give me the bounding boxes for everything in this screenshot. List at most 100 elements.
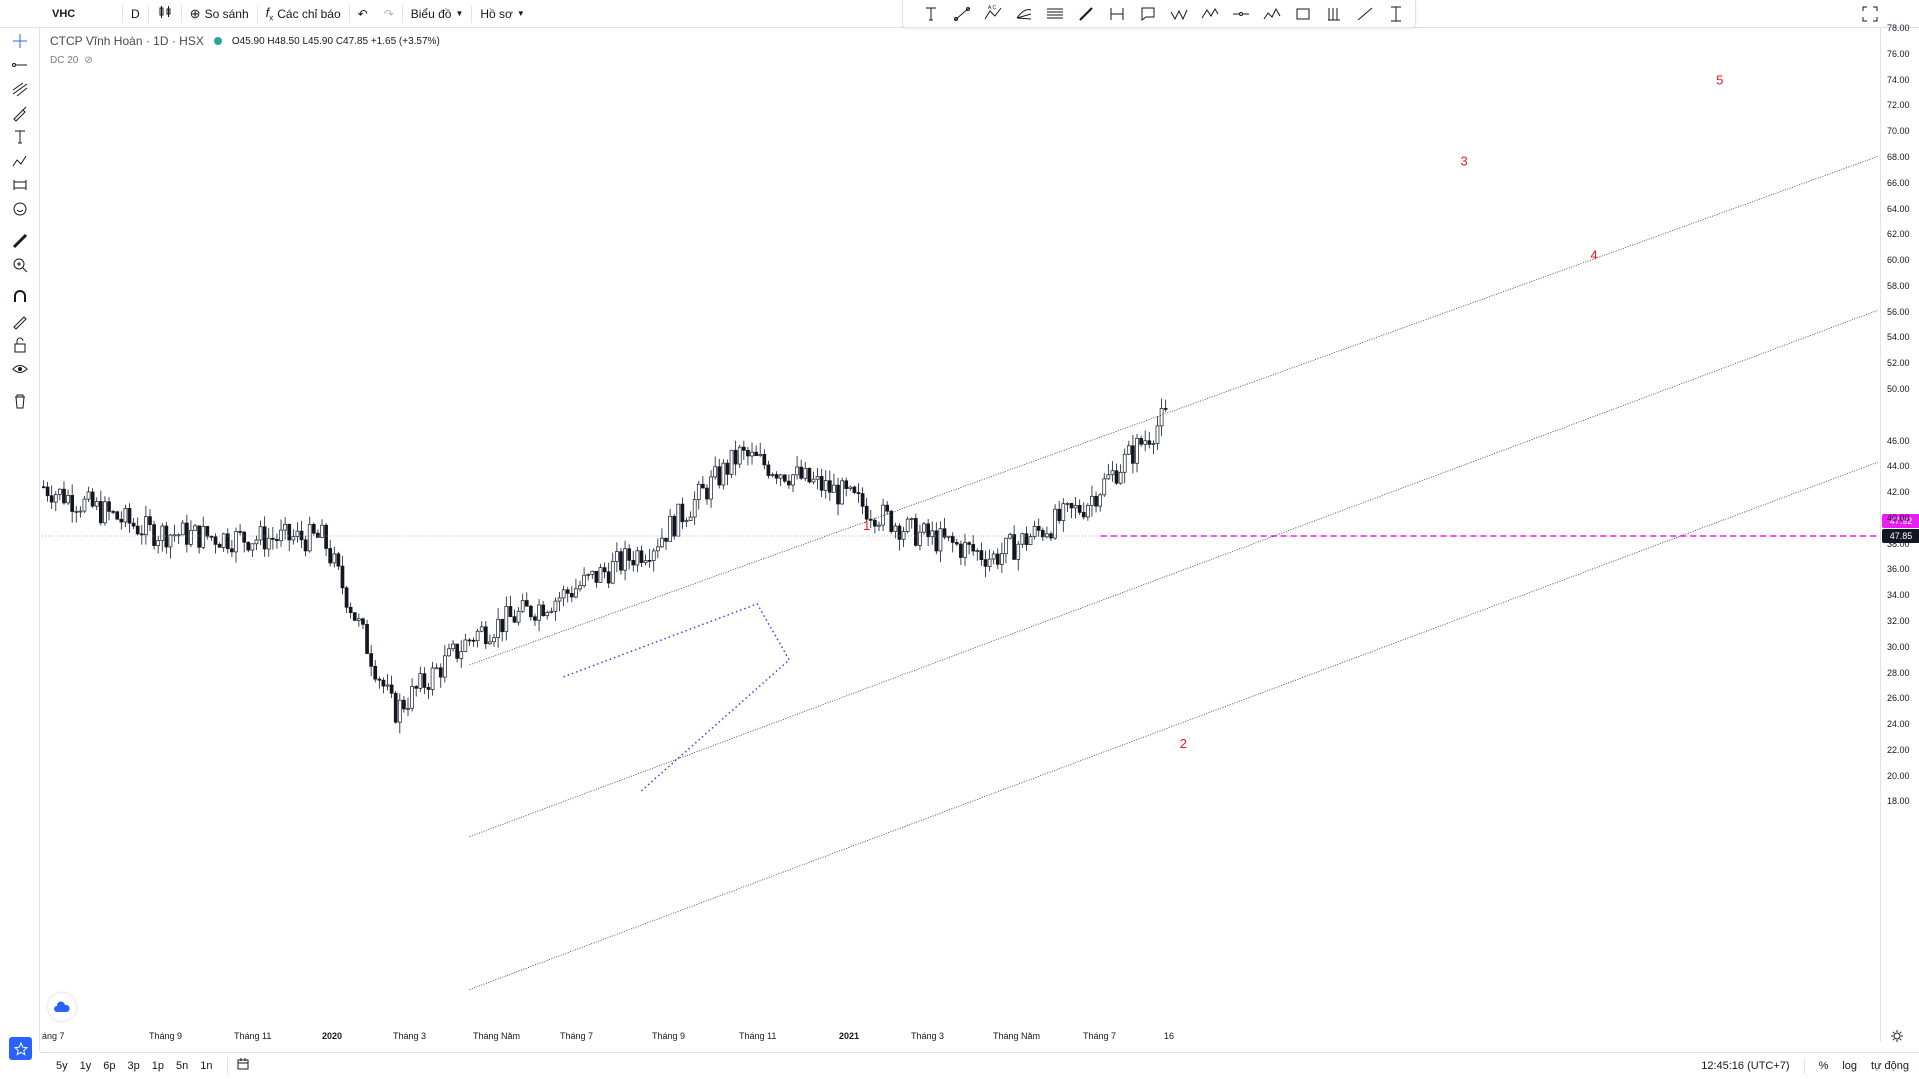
line-tools-button[interactable]	[8, 53, 32, 77]
channel-lower-line[interactable]	[469, 461, 1878, 990]
candle-body	[197, 525, 201, 548]
chart-menu-button[interactable]: Biểu đồ ▼	[403, 0, 472, 28]
wave-label-2[interactable]: 2	[1180, 736, 1187, 751]
candle-body	[561, 589, 566, 599]
candle-body	[574, 588, 578, 598]
measure-button[interactable]	[8, 229, 32, 253]
profile-menu-button[interactable]: Hồ sơ ▼	[472, 0, 532, 28]
candle-body	[406, 707, 410, 710]
candle-body	[1012, 534, 1016, 560]
indicator-legend: DC 20 ⊘	[50, 55, 93, 66]
candle-body	[254, 539, 259, 545]
candle-body	[352, 612, 357, 621]
price-tick-label: 46.00	[1887, 435, 1910, 446]
candle-body	[74, 510, 79, 513]
price-tick-label: 54.00	[1887, 332, 1910, 343]
range-button-1n[interactable]: 1n	[200, 1059, 213, 1072]
compare-button[interactable]: ⊕ So sánh	[182, 0, 257, 28]
range-icon	[1110, 7, 1123, 20]
chart-settings-button[interactable]	[1890, 1029, 1904, 1043]
tradingview-logo-button[interactable]	[48, 993, 76, 1021]
range-button-3p[interactable]: 3p	[127, 1059, 140, 1072]
clock-timezone[interactable]: 12:45:16 (UTC+7)	[1701, 1060, 1790, 1072]
brush-tools-button[interactable]	[8, 101, 32, 125]
price-tick-label: 42.00	[1887, 487, 1910, 498]
xabcd-pattern-button[interactable]	[1163, 1, 1194, 27]
candlestick-series	[42, 398, 1168, 734]
abcd-pattern-button[interactable]: A C	[977, 1, 1008, 27]
channel-middle-line[interactable]	[469, 309, 1878, 837]
goto-date-button[interactable]	[236, 1057, 250, 1074]
icons-tools-button[interactable]	[8, 197, 32, 221]
range-button-1y[interactable]: 1y	[79, 1059, 92, 1072]
price-axis[interactable]: 47.92 47.85 78.00 76.00 74.00 72.00 70.00 68.…	[1880, 23, 1919, 1042]
price-tick-label: 60.00	[1887, 255, 1910, 266]
price-tick-label: 78.00	[1887, 23, 1910, 34]
symbol-title[interactable]: CTCP Vĩnh Hoàn · 1D · HSX	[50, 34, 204, 48]
head-shoulders-button[interactable]	[1256, 1, 1287, 27]
range-button-6p[interactable]: 6p	[103, 1059, 116, 1072]
candle-body	[717, 466, 722, 486]
redo-button[interactable]: ↷	[376, 0, 402, 28]
chart-style-button[interactable]	[149, 0, 181, 28]
pitchfork-button[interactable]	[1008, 1, 1039, 27]
prediction-tools-button[interactable]	[8, 173, 32, 197]
hide-drawings-button[interactable]	[8, 357, 32, 381]
log-toggle[interactable]: log	[1842, 1060, 1858, 1072]
candle-body	[852, 486, 857, 493]
undo-button[interactable]: ↶	[350, 0, 376, 28]
callout-button[interactable]	[1132, 1, 1163, 27]
cursor-tool-button[interactable]	[8, 29, 32, 53]
fib-tools-icon	[12, 82, 28, 97]
text-tool-button[interactable]	[915, 1, 946, 27]
channel-upper-line[interactable]	[469, 156, 1878, 666]
range-button-1p[interactable]: 1p	[151, 1059, 164, 1072]
dotted-pattern-line[interactable]	[563, 602, 791, 794]
candle-body	[373, 665, 378, 680]
wave-label-5[interactable]: 5	[1716, 72, 1723, 87]
range-button-5n[interactable]: 5n	[176, 1059, 189, 1072]
range-button-5y[interactable]: 5y	[56, 1059, 68, 1072]
wave-label-1[interactable]: 1	[863, 518, 870, 533]
time-axis[interactable]: áng 7 Tháng 9 Tháng 11 2020 Tháng 3 Tháng Năm…	[42, 1028, 1880, 1042]
interval-button[interactable]: D	[131, 6, 140, 21]
symbol-search[interactable]: VHC	[52, 7, 76, 20]
candle-body	[909, 518, 914, 520]
magnet-button[interactable]	[8, 285, 32, 309]
zoom-in-button[interactable]	[8, 253, 32, 277]
fib-tools-button[interactable]	[8, 77, 32, 101]
remove-drawings-button[interactable]	[8, 389, 32, 413]
date-range-button[interactable]	[1101, 1, 1132, 27]
price-range-button[interactable]	[1380, 1, 1411, 27]
stay-drawing-button[interactable]	[8, 309, 32, 333]
wave-label-4[interactable]: 4	[1590, 247, 1597, 262]
price-chart[interactable]: 1 2 3 4 5	[42, 28, 1878, 1042]
candle-body	[836, 484, 840, 505]
percent-toggle[interactable]: %	[1818, 1060, 1829, 1072]
candle-body	[668, 515, 672, 542]
lock-drawings-button[interactable]	[8, 333, 32, 357]
rectangle-button[interactable]	[1287, 1, 1318, 27]
indicators-button[interactable]: fx Các chỉ báo	[258, 0, 349, 28]
trend-line-button[interactable]	[946, 1, 977, 27]
auto-scale-toggle[interactable]: tự động	[1871, 1060, 1909, 1072]
candle-body	[754, 451, 758, 456]
price-tick-label: 44.00	[1887, 461, 1910, 472]
fib-retracement-button[interactable]	[1039, 1, 1070, 27]
text-tools-button[interactable]	[8, 125, 32, 149]
horizontal-line-button[interactable]	[1225, 1, 1256, 27]
candle-body	[598, 567, 603, 583]
indicator-title[interactable]: DC 20	[50, 55, 79, 66]
fullscreen-button[interactable]	[1860, 4, 1880, 24]
wave-label-3[interactable]: 3	[1460, 153, 1467, 168]
candle-body	[1061, 503, 1066, 521]
pattern-tools-button[interactable]	[8, 149, 32, 173]
candle-body	[664, 537, 668, 542]
ray-button[interactable]	[1349, 1, 1380, 27]
brush-button[interactable]	[1070, 1, 1101, 27]
eye-hidden-icon[interactable]: ⊘	[84, 55, 93, 66]
watchlist-star-button[interactable]	[9, 1037, 32, 1060]
bars-pattern-button[interactable]	[1318, 1, 1349, 27]
elliott-wave-button[interactable]	[1194, 1, 1225, 27]
candle-body	[643, 560, 648, 563]
